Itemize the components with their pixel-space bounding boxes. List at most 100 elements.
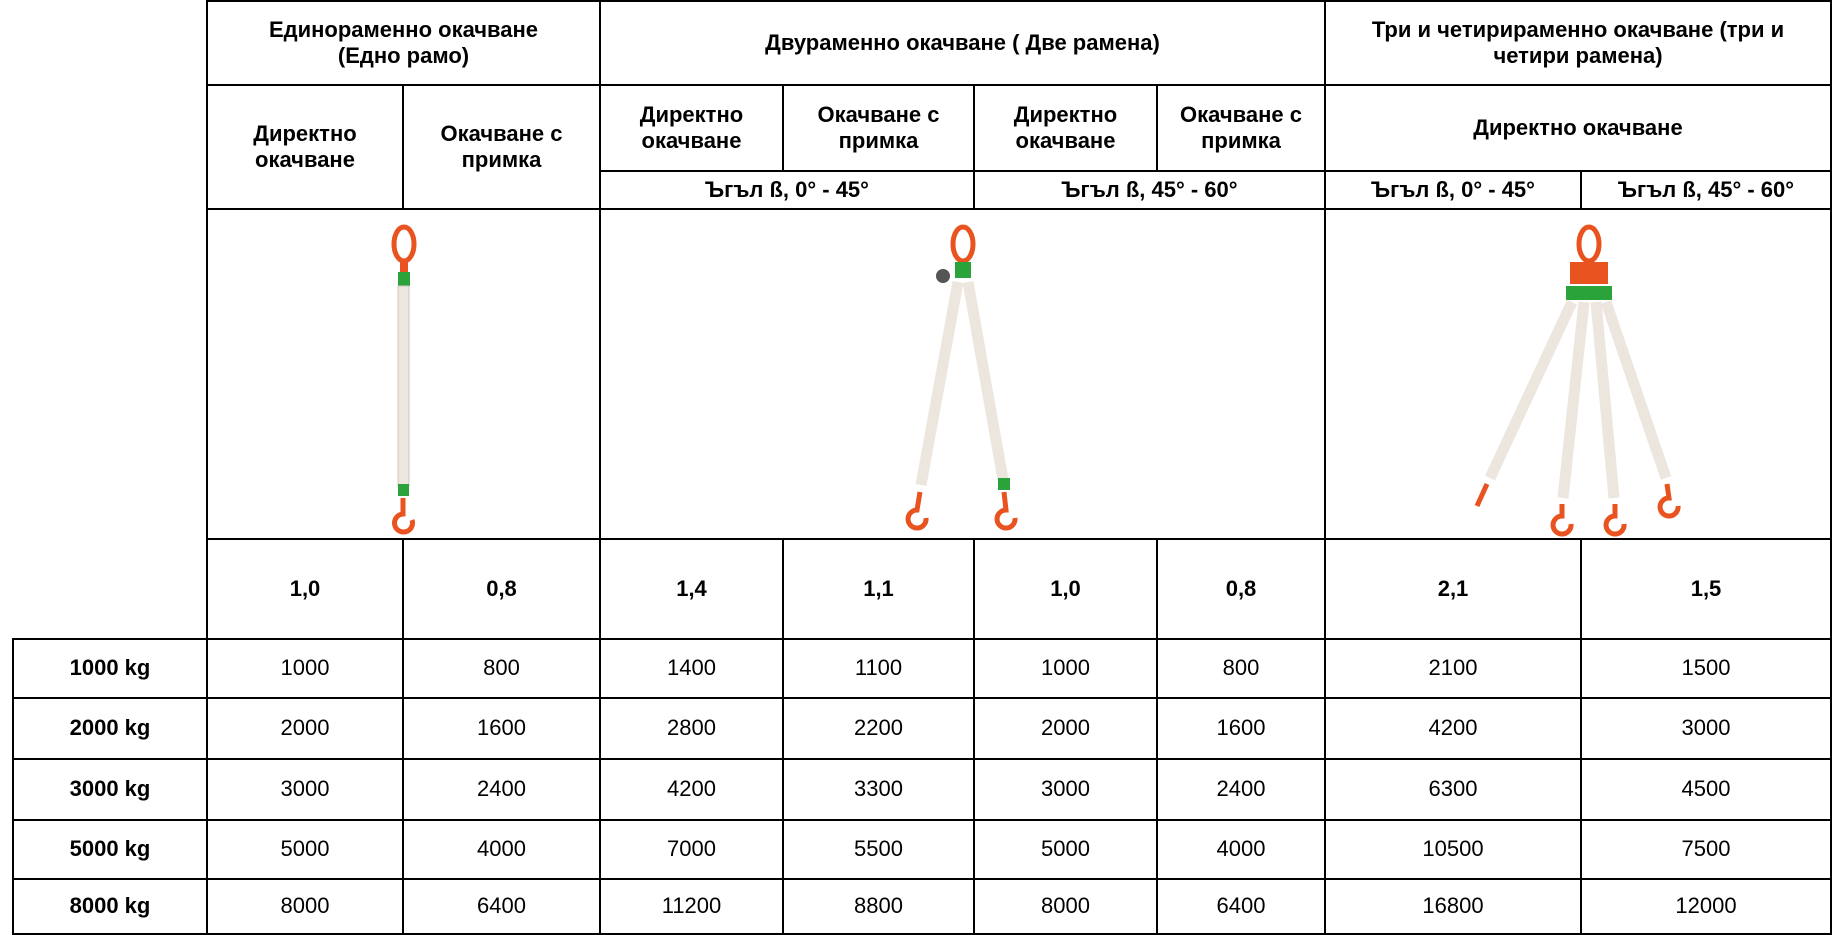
load-value-text: 2100 — [1428, 655, 1478, 681]
row-label-text: 3000 kg — [69, 776, 151, 802]
load-value: 2200 — [782, 697, 975, 760]
factor: 2,1 — [1324, 538, 1582, 640]
load-value-text: 4500 — [1681, 776, 1731, 802]
load-value: 4500 — [1580, 758, 1832, 821]
load-value-text: 2200 — [854, 715, 903, 741]
load-value: 2400 — [402, 758, 601, 821]
load-value: 4000 — [1156, 819, 1326, 880]
load-value-text: 4200 — [1428, 715, 1478, 741]
load-value: 16800 — [1324, 878, 1582, 935]
load-value: 6300 — [1324, 758, 1582, 821]
subheader-text: Директно окачване — [253, 120, 357, 172]
load-value: 2100 — [1324, 638, 1582, 699]
row-label-text: 1000 kg — [69, 655, 151, 681]
load-value-text: 2400 — [1216, 776, 1266, 802]
subheader: Директно окачване — [1324, 84, 1832, 172]
factor: 0,8 — [1156, 538, 1326, 640]
load-value-text: 11200 — [661, 893, 722, 919]
subheader-text: Окачване с примка — [817, 101, 940, 153]
load-value-text: 8800 — [854, 893, 903, 919]
load-value-text: 1500 — [1681, 655, 1731, 681]
load-value: 1600 — [402, 697, 601, 760]
load-value-text: 7500 — [1681, 836, 1731, 862]
load-value: 2000 — [206, 697, 404, 760]
load-value-text: 5000 — [1041, 836, 1090, 862]
subheader: Окачване с примка — [1156, 84, 1326, 172]
load-value: 1000 — [206, 638, 404, 699]
load-value: 3000 — [973, 758, 1158, 821]
load-value: 5000 — [206, 819, 404, 880]
load-value: 2000 — [973, 697, 1158, 760]
load-value-text: 1000 — [280, 655, 330, 681]
row-label-text: 5000 kg — [69, 836, 151, 862]
subheader: Директно окачване — [206, 84, 404, 210]
factor-text: 0,8 — [486, 575, 517, 601]
group-header-text: Три и четирираменно окачване (три и чети… — [1371, 16, 1785, 68]
row-label: 1000 kg — [12, 638, 208, 699]
row-label: 2000 kg — [12, 697, 208, 760]
group-header: Три и четирираменно окачване (три и чети… — [1324, 0, 1832, 86]
group-header: Единораменно окачване (Едно рамо) — [206, 0, 601, 86]
factor-text: 1,0 — [1050, 575, 1081, 601]
factor-text: 1,4 — [676, 575, 707, 601]
load-value-text: 3000 — [1681, 715, 1731, 741]
factor: 1,5 — [1580, 538, 1832, 640]
load-value: 3300 — [782, 758, 975, 821]
load-value-text: 3000 — [1041, 776, 1090, 802]
load-value-text: 12000 — [1675, 893, 1737, 919]
image-cell — [599, 208, 1326, 540]
subheader: Директно окачване — [599, 84, 784, 172]
load-value: 3000 — [206, 758, 404, 821]
load-value: 4200 — [1324, 697, 1582, 760]
load-value-text: 10500 — [1422, 836, 1484, 862]
subheader-text: Окачване с примка — [440, 120, 563, 172]
load-value-text: 5500 — [854, 836, 903, 862]
load-value-text: 2800 — [667, 715, 716, 741]
angle-header: Ъгъл ß, 45° - 60° — [1580, 170, 1832, 210]
row-label-text: 2000 kg — [69, 715, 151, 741]
angle-header-text: Ъгъл ß, 45° - 60° — [1617, 176, 1795, 202]
load-value-text: 2000 — [280, 715, 330, 741]
load-value-text: 8000 — [1041, 893, 1090, 919]
load-value-text: 800 — [1222, 655, 1260, 681]
load-value-text: 4000 — [477, 836, 526, 862]
row-label: 5000 kg — [12, 819, 208, 880]
load-value: 5500 — [782, 819, 975, 880]
subheader-text: Директно окачване — [1473, 114, 1683, 140]
subheader: Окачване с примка — [402, 84, 601, 210]
angle-header-text: Ъгъл ß, 0° - 45° — [705, 176, 869, 202]
row-label: 3000 kg — [12, 758, 208, 821]
load-value: 800 — [402, 638, 601, 699]
load-value-text: 2400 — [477, 776, 526, 802]
load-value-text: 6400 — [477, 893, 526, 919]
load-value: 1400 — [599, 638, 784, 699]
load-value-text: 1600 — [477, 715, 526, 741]
load-value-text: 7000 — [667, 836, 716, 862]
image-cell — [206, 208, 601, 540]
row-label: 8000 kg — [12, 878, 208, 935]
factor: 1,1 — [782, 538, 975, 640]
load-value-text: 6400 — [1216, 893, 1266, 919]
load-value-text: 1600 — [1216, 715, 1266, 741]
load-value: 1600 — [1156, 697, 1326, 760]
angle-header-text: Ъгъл ß, 45° - 60° — [1061, 176, 1238, 202]
load-value-text: 16800 — [1422, 893, 1484, 919]
image-cell — [1324, 208, 1832, 540]
angle-header: Ъгъл ß, 45° - 60° — [973, 170, 1326, 210]
load-value: 800 — [1156, 638, 1326, 699]
subheader-text: Директно окачване — [639, 101, 744, 153]
load-value: 2400 — [1156, 758, 1326, 821]
group-header: Двураменно окачване ( Две рамена) — [599, 0, 1326, 86]
load-value-text: 1000 — [1041, 655, 1090, 681]
factor-text: 1,5 — [1690, 575, 1722, 601]
load-value: 1100 — [782, 638, 975, 699]
load-value: 1000 — [973, 638, 1158, 699]
angle-header-text: Ъгъл ß, 0° - 45° — [1371, 176, 1535, 202]
subheader: Директно окачване — [973, 84, 1158, 172]
load-value-text: 800 — [483, 655, 520, 681]
load-value: 6400 — [1156, 878, 1326, 935]
load-value: 4000 — [402, 819, 601, 880]
load-value-text: 8000 — [280, 893, 330, 919]
load-value: 3000 — [1580, 697, 1832, 760]
